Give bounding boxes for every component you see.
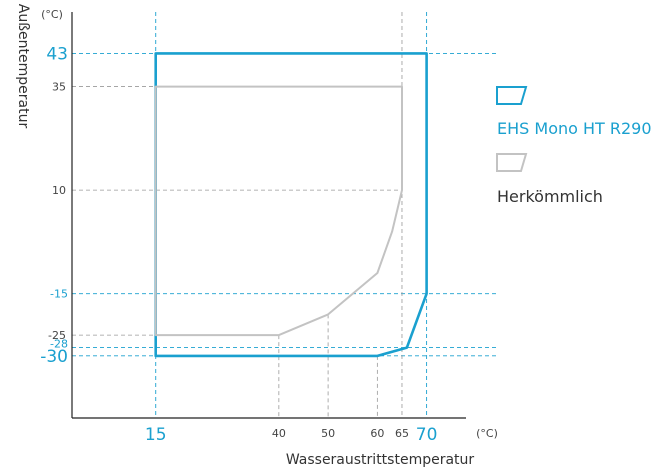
legend-label-herkoemmlich: Herkömmlich [497, 187, 603, 206]
series-ehs-polygon [154, 52, 428, 358]
x-tick-label: 50 [321, 427, 335, 440]
tick-labels: 35 10 -25 43 -15 -28-30 40 50 60 65 15 70 [40, 44, 437, 445]
legend-item-herkoemmlich: Herkömmlich [496, 153, 603, 206]
legend-swatch-herkoemmlich [496, 153, 528, 172]
x-axis-title: Wasseraustrittstemperatur [286, 452, 475, 468]
legend-item-ehs: EHS Mono HT R290 [496, 86, 652, 138]
series-herkoemmlich-polygon [154, 85, 403, 337]
y-tick-label: 35 [52, 81, 66, 94]
x-tick-label: 60 [370, 427, 384, 440]
y-tick-label: -30 [40, 347, 68, 367]
x-tick-label: 65 [395, 427, 409, 440]
y-axis-title: Außentemperatur [15, 4, 31, 129]
legend-swatch-ehs [496, 86, 528, 105]
y-tick-label: -28 [50, 338, 68, 351]
y-tick-label: -15 [50, 288, 68, 301]
y-tick-label: 43 [46, 44, 68, 64]
x-tick-label: 15 [145, 425, 167, 445]
series-layer [154, 52, 428, 358]
legend-label-ehs: EHS Mono HT R290 [497, 119, 652, 138]
y-tick-label: -25 [48, 329, 66, 342]
axes [71, 12, 466, 419]
x-unit-label: (°C) [476, 427, 498, 440]
legend: EHS Mono HT R290 Herkömmlich [496, 86, 652, 206]
y-unit-label: (°C) [41, 8, 63, 21]
y-tick-label: 10 [52, 184, 66, 197]
x-tick-label: 70 [416, 425, 438, 445]
x-tick-label: 40 [272, 427, 286, 440]
